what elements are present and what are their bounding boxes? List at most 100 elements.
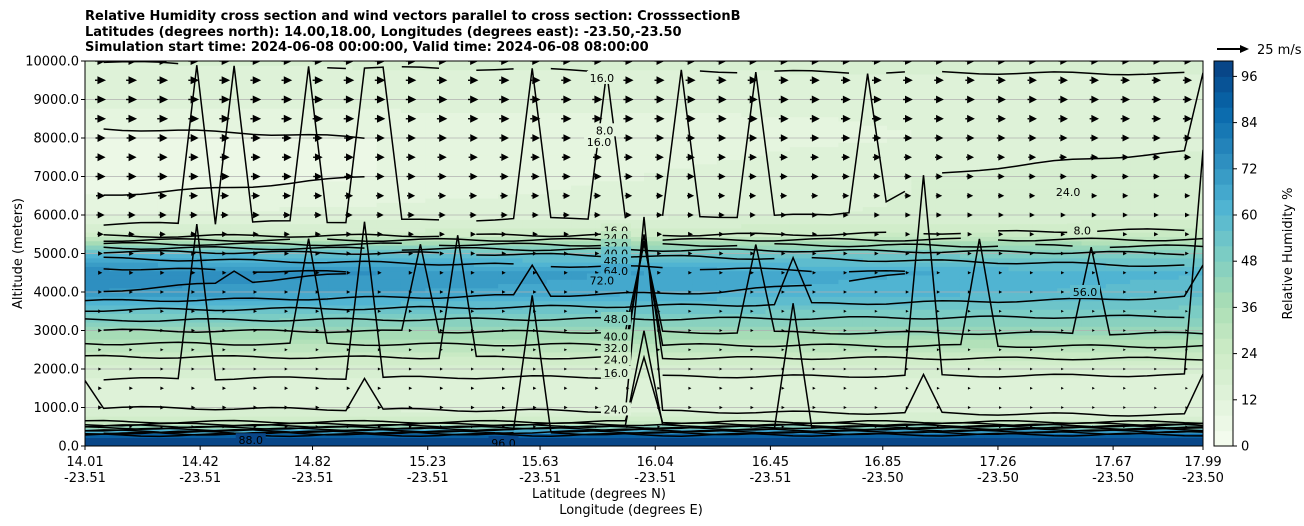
- humidity-cell: [255, 351, 281, 357]
- wind-arrow: [623, 95, 634, 104]
- humidity-cell: [522, 326, 548, 332]
- humidity-cell: [862, 112, 888, 118]
- humidity-cell: [1008, 428, 1034, 434]
- humidity-cell: [1130, 99, 1155, 105]
- humidity-cell: [449, 309, 475, 314]
- humidity-cell: [935, 172, 961, 178]
- humidity-cell: [449, 193, 475, 199]
- humidity-cell: [1032, 95, 1058, 101]
- wind-arrow: [499, 95, 510, 104]
- humidity-cell: [935, 90, 961, 96]
- wind-arrow: [129, 290, 133, 294]
- humidity-cell: [498, 215, 524, 220]
- humidity-cell: [546, 343, 572, 349]
- humidity-cell: [546, 193, 572, 199]
- humidity-cell: [376, 407, 402, 413]
- humidity-cell: [1008, 189, 1034, 195]
- humidity-cell: [400, 82, 426, 88]
- wind-arrow: [1089, 76, 1099, 85]
- humidity-cell: [376, 172, 402, 178]
- humidity-cell: [546, 394, 572, 400]
- humidity-cell: [85, 270, 110, 276]
- wind-arrow: [966, 153, 975, 161]
- humidity-cell: [85, 86, 110, 92]
- humidity-cell: [984, 108, 1010, 113]
- humidity-cell: [328, 317, 353, 323]
- humidity-cell: [230, 309, 256, 314]
- wind-arrow: [718, 192, 726, 199]
- wind-arrow: [717, 173, 726, 180]
- humidity-cell: [473, 167, 499, 173]
- wind-arrow: [499, 76, 510, 85]
- humidity-cell: [230, 86, 256, 92]
- humidity-cell: [109, 73, 135, 79]
- humidity-cell: [741, 309, 767, 314]
- humidity-cell: [328, 309, 353, 314]
- humidity-cell: [133, 99, 159, 105]
- wind-arrow: [98, 270, 103, 275]
- humidity-cell: [692, 279, 718, 285]
- humidity-cell: [911, 163, 937, 169]
- humidity-cell: [644, 61, 669, 66]
- humidity-cell: [1178, 279, 1203, 285]
- humidity-cell: [1154, 193, 1180, 199]
- humidity-cell: [206, 304, 232, 310]
- humidity-cell: [716, 253, 742, 259]
- humidity-cell: [157, 120, 183, 126]
- wind-arrow: [874, 290, 878, 294]
- humidity-cell: [644, 112, 669, 118]
- humidity-cell: [449, 146, 475, 152]
- wind-arrow: [1058, 76, 1068, 85]
- humidity-cell: [838, 223, 864, 229]
- humidity-cell: [984, 236, 1010, 242]
- humidity-cell: [644, 197, 669, 203]
- wind-arrow: [98, 425, 102, 429]
- humidity-cell: [1081, 381, 1107, 387]
- humidity-cell: [230, 180, 256, 186]
- humidity-cell: [376, 381, 402, 387]
- humidity-cell: [838, 386, 864, 391]
- wind-arrow: [374, 61, 386, 65]
- humidity-cell: [182, 120, 208, 126]
- humidity-cell: [157, 339, 183, 344]
- wind-arrow: [343, 76, 355, 85]
- wind-arrow: [408, 425, 412, 429]
- humidity-cell: [109, 215, 135, 220]
- wind-arrow: [501, 231, 507, 237]
- wind-arrow: [126, 76, 138, 85]
- humidity-cell: [279, 99, 305, 105]
- wind-arrow: [312, 114, 324, 123]
- humidity-cell: [400, 138, 426, 143]
- humidity-cell: [157, 394, 183, 400]
- humidity-cell: [425, 244, 451, 250]
- wind-arrow: [657, 405, 661, 410]
- humidity-cell: [1057, 416, 1083, 421]
- humidity-cell: [959, 150, 985, 156]
- wind-arrow: [812, 309, 816, 313]
- humidity-cell: [1178, 193, 1203, 199]
- humidity-cell: [498, 420, 524, 426]
- contour-label: 32.0: [600, 340, 631, 355]
- humidity-cell: [546, 227, 572, 233]
- humidity-cell: [109, 227, 135, 233]
- humidity-cell: [619, 360, 645, 366]
- humidity-cell: [109, 394, 135, 400]
- humidity-cell: [619, 377, 645, 383]
- humidity-cell: [668, 364, 694, 370]
- humidity-cell: [400, 292, 426, 297]
- humidity-cell: [328, 334, 353, 340]
- humidity-cell: [279, 334, 305, 340]
- humidity-cell: [887, 61, 912, 66]
- humidity-cell: [182, 304, 208, 310]
- humidity-cell: [741, 292, 767, 297]
- humidity-cell: [765, 133, 791, 139]
- humidity-cell: [546, 249, 572, 255]
- humidity-cell: [959, 253, 985, 259]
- humidity-cell: [789, 65, 815, 71]
- humidity-cell: [619, 407, 645, 413]
- humidity-cell: [716, 339, 742, 344]
- humidity-cell: [449, 321, 475, 327]
- humidity-cell: [935, 266, 961, 272]
- humidity-cell: [328, 304, 353, 310]
- humidity-cell: [1154, 86, 1180, 92]
